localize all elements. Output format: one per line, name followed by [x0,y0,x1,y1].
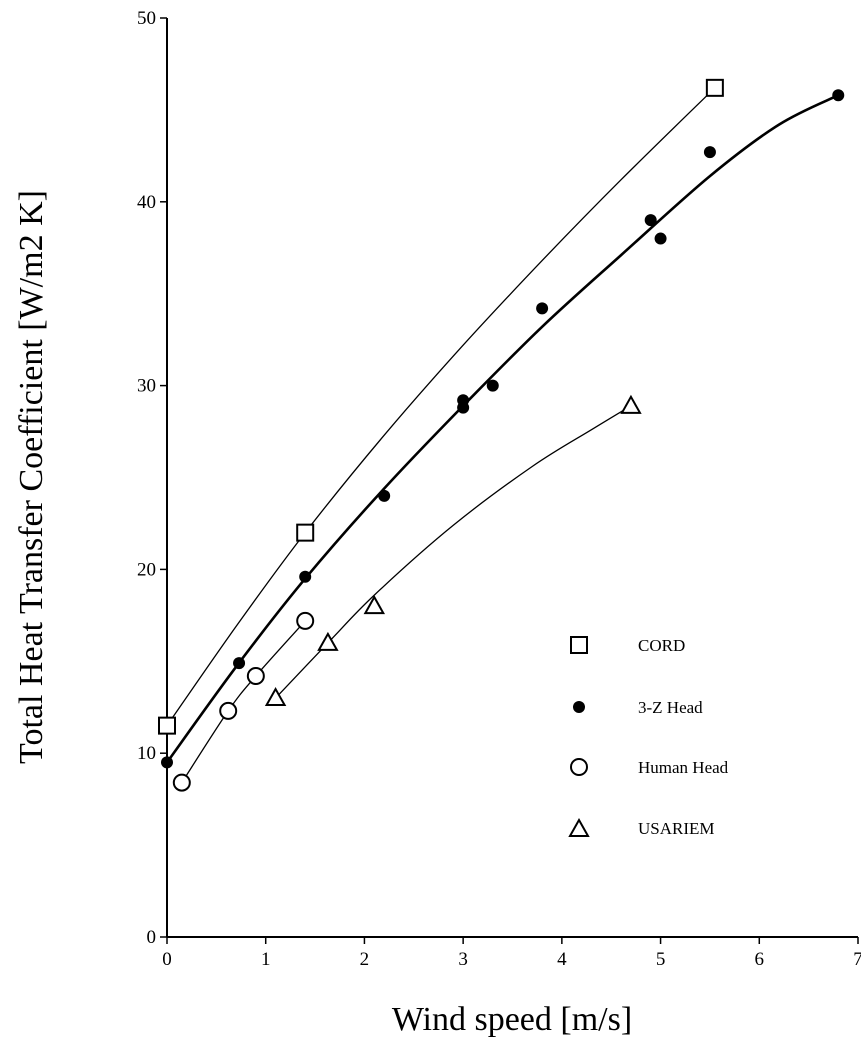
y-tick-label: 40 [137,192,156,213]
point-human-head [219,701,238,720]
x-axis-title: Wind speed [m/s] [392,1001,632,1038]
x-tick-label: 4 [557,949,567,970]
x-tick-label: 6 [755,949,765,970]
fit-curve-human-head [181,620,306,784]
legend: CORD 3-Z Head Human Head USARIEM [568,636,729,838]
point-human-head [172,773,191,792]
point-3-z-head [654,232,667,245]
point-3-z-head [299,570,312,583]
fit-curve-3-z-head [165,93,840,764]
point-3-z-head [161,756,173,769]
point-usariem [317,631,339,651]
point-cord [705,78,724,97]
fit-curves [165,87,840,784]
point-usariem [264,687,287,707]
legend-label-3z-head: 3-Z Head [638,698,703,717]
point-usariem [363,595,386,615]
legend-open-triangle-icon [568,817,590,837]
x-tick-label: 0 [162,949,172,970]
legend-open-square-icon [570,636,588,654]
point-3-z-head [457,394,470,407]
point-3-z-head [536,302,549,315]
point-human-head [296,611,315,630]
point-usariem [620,394,642,414]
legend-label-usariem: USARIEM [638,819,715,838]
point-human-head [246,667,265,686]
legend-item-cord: CORD [570,636,685,655]
plot-area: 0 1 2 3 4 5 6 7 0 10 20 30 40 50 [137,8,861,970]
point-cord [296,523,315,542]
y-tick-label: 0 [147,927,157,948]
fit-curve-cord [166,87,716,727]
legend-filled-circle-icon [573,701,585,713]
legend-label-cord: CORD [638,636,685,655]
y-ticks: 0 10 20 30 40 50 [137,8,167,948]
x-ticks: 0 1 2 3 4 5 6 7 [162,937,861,970]
x-tick-label: 2 [360,949,370,970]
point-3-z-head [233,657,246,670]
y-axis-title: Total Heat Transfer Coefficient [W/m2 K] [13,190,50,764]
legend-item-3z-head: 3-Z Head [573,698,703,717]
legend-item-usariem: USARIEM [568,817,715,838]
point-3-z-head [486,379,499,392]
y-tick-label: 20 [137,559,156,580]
x-tick-label: 3 [458,949,468,970]
data-markers [158,78,845,792]
y-tick-label: 10 [137,743,156,764]
point-3-z-head [703,146,716,159]
y-tick-label: 50 [137,8,156,29]
x-tick-label: 1 [261,949,271,970]
x-tick-label: 7 [853,949,861,970]
point-3-z-head [378,489,391,502]
y-tick-label: 30 [137,376,156,397]
legend-item-human-head: Human Head [570,758,729,777]
point-cord [158,716,176,735]
legend-label-human-head: Human Head [638,758,729,777]
point-3-z-head [644,214,657,227]
x-tick-label: 5 [656,949,666,970]
point-3-z-head [832,89,845,102]
legend-open-circle-icon [570,758,588,776]
